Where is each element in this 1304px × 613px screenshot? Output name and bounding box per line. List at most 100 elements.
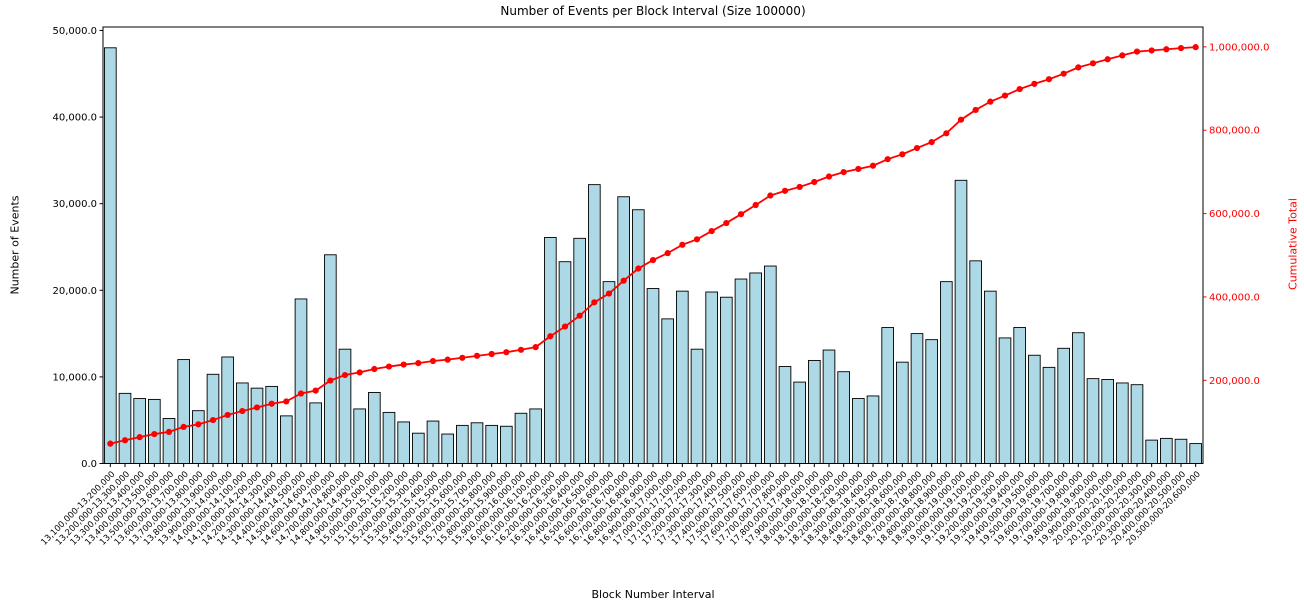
bar xyxy=(646,288,660,464)
bar xyxy=(720,296,733,464)
y-tick-label-right: 1,000,000.0 xyxy=(1209,42,1269,53)
line-marker-dot xyxy=(855,165,862,173)
line-marker-dot xyxy=(1001,92,1009,99)
line-marker-dot xyxy=(781,187,789,194)
line-marker-dot xyxy=(253,404,261,411)
bar xyxy=(544,237,557,464)
line-marker-dot xyxy=(987,98,994,105)
line-marker-dot xyxy=(943,130,950,137)
x-axis-label: Block Number Interval xyxy=(591,588,715,601)
bar xyxy=(969,260,982,464)
bars-group xyxy=(104,47,1202,464)
line-marker-dot xyxy=(561,323,569,330)
line-marker-dot xyxy=(283,398,290,405)
y-tick-label-left: 40,000.0 xyxy=(52,113,97,124)
bar xyxy=(324,254,337,464)
bar xyxy=(192,410,205,464)
bar xyxy=(1013,327,1026,464)
bar xyxy=(940,281,953,464)
line-marker-dot xyxy=(899,151,906,158)
line-marker-dot xyxy=(972,106,979,114)
line-marker-dot xyxy=(1133,48,1141,55)
bar xyxy=(162,418,176,464)
line-marker-dot xyxy=(752,201,759,209)
bar xyxy=(998,337,1012,464)
bar xyxy=(1101,379,1114,464)
line-marker-dot xyxy=(459,354,466,361)
line-marker-dot xyxy=(605,290,613,297)
line-marker-dot xyxy=(620,277,627,284)
bar xyxy=(426,420,440,464)
line-marker-dot xyxy=(1104,56,1111,63)
line-marker-dot xyxy=(825,173,833,180)
line-marker-dot xyxy=(356,369,363,376)
line-marker-dot xyxy=(928,138,935,146)
bar xyxy=(837,371,850,464)
bar xyxy=(529,408,542,464)
line-marker-dot xyxy=(635,265,642,272)
line-marker-dot xyxy=(312,387,319,394)
line-marker-dot xyxy=(796,183,803,191)
y-tick-label-right: 600,000.0 xyxy=(1209,209,1260,220)
line-marker-dot xyxy=(327,377,334,384)
line-marker-dot xyxy=(209,416,217,424)
bar xyxy=(690,348,704,464)
bar xyxy=(441,433,454,464)
line-marker-dot xyxy=(371,365,378,373)
line-marker-dot xyxy=(180,423,187,430)
bar xyxy=(118,392,132,464)
bar xyxy=(104,47,117,464)
line-marker-dot xyxy=(136,434,143,441)
bar xyxy=(280,415,293,464)
bar xyxy=(456,424,469,464)
y-tick-label-left: 20,000.0 xyxy=(52,286,97,297)
line-marker-dot xyxy=(341,371,349,379)
bar xyxy=(1130,384,1144,464)
line-marker-dot xyxy=(811,178,818,186)
bar xyxy=(1086,378,1100,464)
line-marker-dot xyxy=(488,350,495,358)
line-marker-dot xyxy=(297,390,305,397)
bar xyxy=(676,290,689,464)
line-marker-dot xyxy=(444,356,451,363)
line-marker-dot xyxy=(576,312,583,319)
line-marker-dot xyxy=(429,357,437,365)
line-marker-dot xyxy=(151,430,158,438)
y-tick-label-right: 800,000.0 xyxy=(1209,126,1260,137)
bar xyxy=(734,278,748,464)
line-marker-dot xyxy=(1177,44,1185,52)
line-marker-dot xyxy=(385,363,393,370)
y-tick-label-left: 50,000.0 xyxy=(52,26,97,37)
bar xyxy=(309,402,322,464)
line-marker-dot xyxy=(239,407,246,415)
bar xyxy=(1072,332,1085,464)
line-marker-dot xyxy=(517,346,525,353)
bar xyxy=(470,422,484,464)
y-tick-label-right: 200,000.0 xyxy=(1209,376,1260,387)
bar xyxy=(705,291,718,464)
line-marker-dot xyxy=(737,211,745,218)
bar xyxy=(221,356,234,464)
y-axis-left-ticks: 0.0 10,000.0 20,000.0 30,000.0 40,000.0 50,00… xyxy=(52,26,103,470)
bar xyxy=(514,412,528,464)
bar xyxy=(1028,354,1041,464)
bar xyxy=(1189,443,1202,464)
line-marker-dot xyxy=(649,256,657,264)
y-tick-label-left: 0.0 xyxy=(81,459,97,470)
line-marker-dot xyxy=(473,352,481,359)
bar xyxy=(265,385,278,464)
line-marker-dot xyxy=(503,349,510,356)
bar xyxy=(236,382,249,464)
bar xyxy=(1160,437,1173,464)
line-marker-dot xyxy=(957,116,965,123)
line-marker-dot xyxy=(1075,64,1082,71)
line-marker-dot xyxy=(224,411,231,419)
bar xyxy=(177,359,190,464)
bar xyxy=(954,179,968,464)
line-marker-dot xyxy=(913,144,921,152)
line-marker-dot xyxy=(591,299,598,306)
bar xyxy=(500,425,513,464)
bar xyxy=(133,398,146,464)
